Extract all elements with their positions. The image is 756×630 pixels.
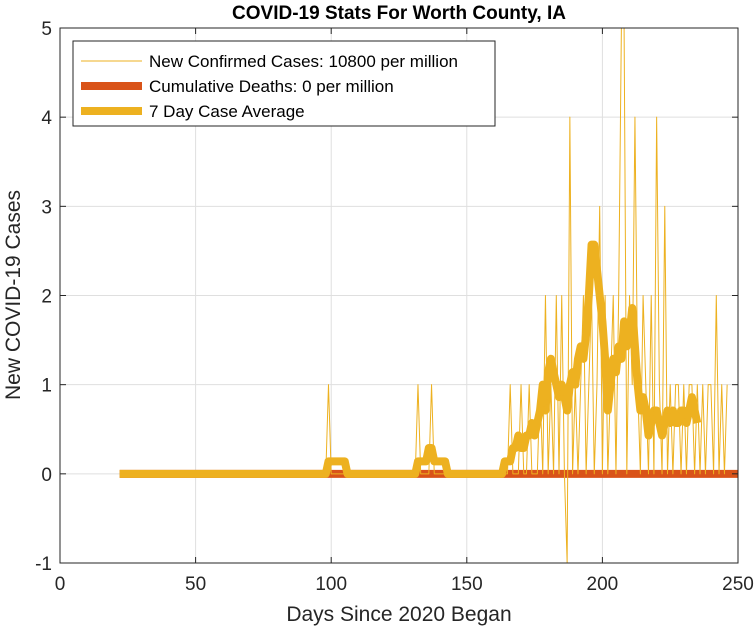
y-tick-label: 4 xyxy=(41,108,52,129)
series-layer xyxy=(118,28,738,563)
y-tick-label: 1 xyxy=(41,376,52,397)
x-tick-label: 150 xyxy=(451,574,483,595)
y-tick-label: 0 xyxy=(41,465,52,486)
chart-title: COVID-19 Stats For Worth County, IA xyxy=(232,3,566,24)
series-line-new-cases xyxy=(119,28,728,563)
y-ticks: -1 0 1 2 3 4 5 xyxy=(35,19,738,575)
y-tick-label: 5 xyxy=(41,19,52,40)
y-tick-label: 2 xyxy=(41,287,52,308)
legend-label-new-cases: New Confirmed Cases: 10800 per million xyxy=(149,52,458,71)
x-tick-label: 100 xyxy=(315,574,347,595)
x-tick-label: 200 xyxy=(587,574,619,595)
x-tick-label: 250 xyxy=(722,574,754,595)
y-axis-label: New COVID-19 Cases xyxy=(2,190,25,400)
legend: New Confirmed Cases: 10800 per million C… xyxy=(72,40,496,127)
x-tick-label: 0 xyxy=(55,574,66,595)
x-ticks: 0 50 100 150 200 250 xyxy=(55,28,754,595)
legend-label-average: 7 Day Case Average xyxy=(149,102,305,121)
x-axis-label: Days Since 2020 Began xyxy=(286,603,511,626)
y-tick-label: -1 xyxy=(35,554,52,575)
legend-box xyxy=(72,40,496,127)
legend-label-deaths: Cumulative Deaths: 0 per million xyxy=(149,77,394,96)
x-tick-label: 50 xyxy=(185,574,206,595)
y-tick-label: 3 xyxy=(41,197,52,218)
